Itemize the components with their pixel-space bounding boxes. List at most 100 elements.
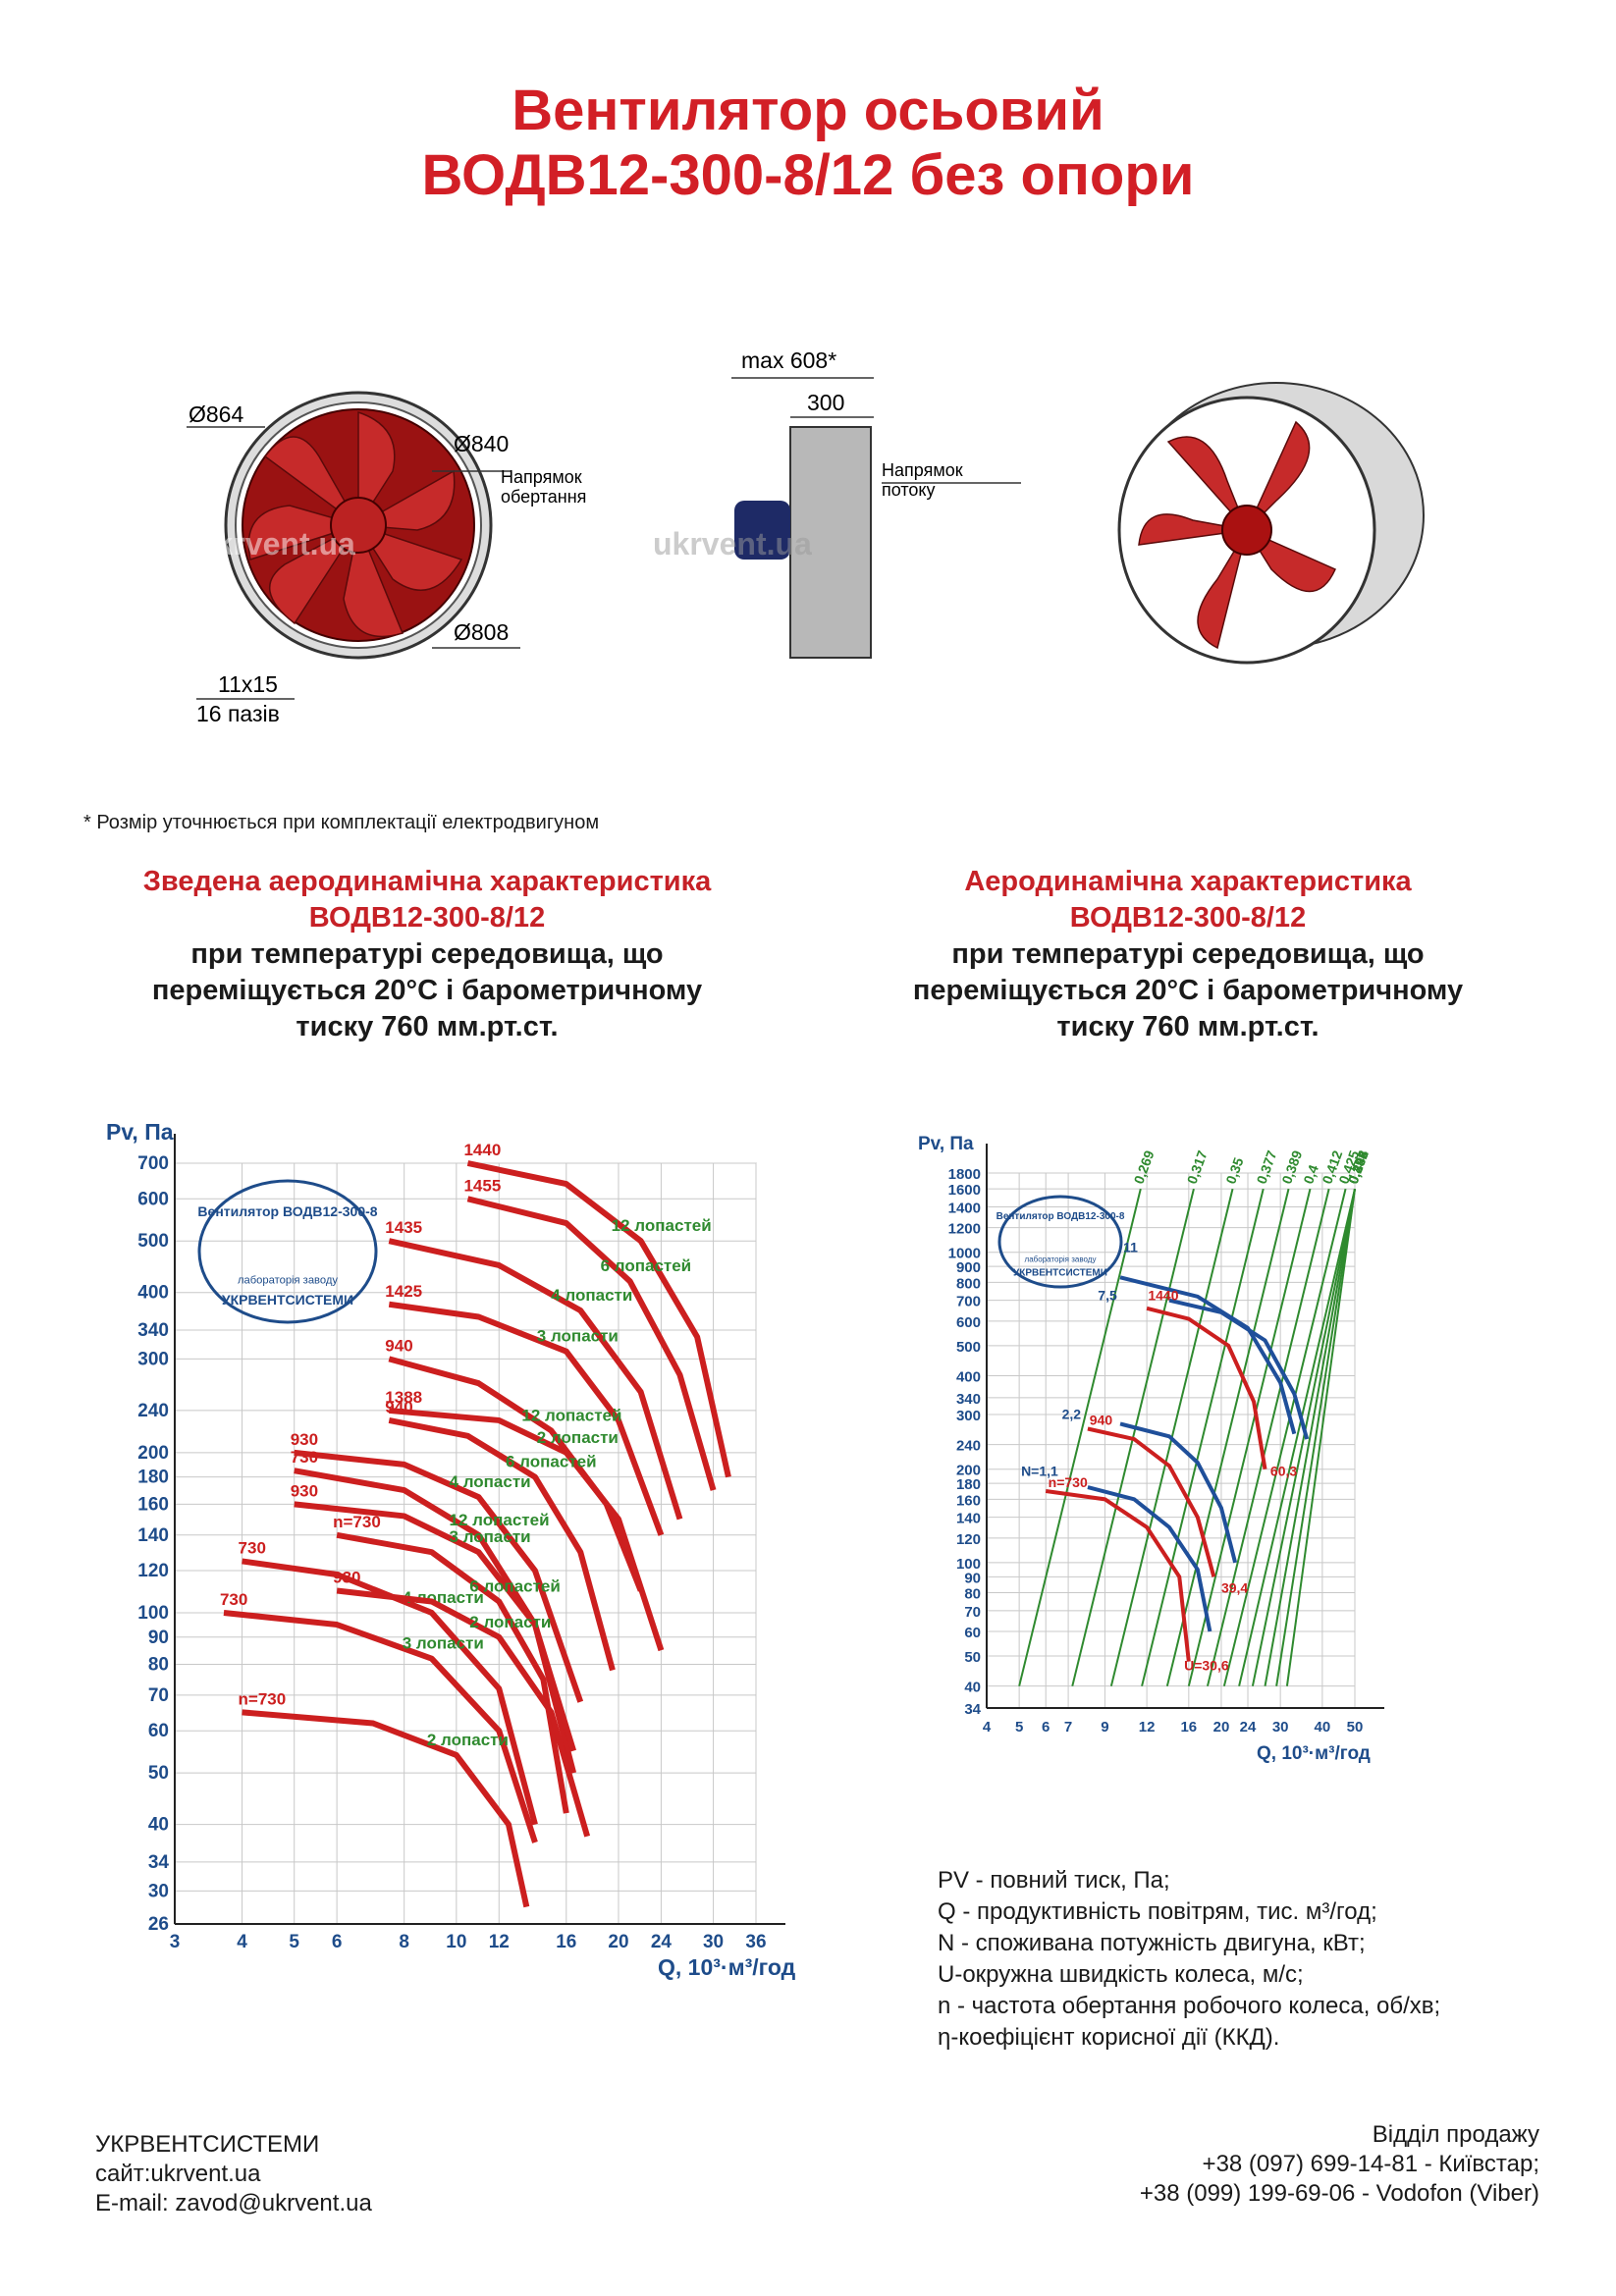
blade-count-label: 2 лопасти <box>427 1731 509 1749</box>
left-heading-line-2: ВОДВ12-300-8/12 <box>308 902 546 934</box>
y-tick-label: 340 <box>137 1320 169 1341</box>
rotation-label-2: обертання <box>501 487 586 507</box>
efficiency-line <box>1018 1188 1142 1686</box>
rpm-label: 940 <box>385 1336 412 1355</box>
company-name: УКРВЕНТСИСТЕМИ <box>95 2131 320 2158</box>
rotation-label-1: Напрямок <box>501 467 582 487</box>
dim-808: Ø808 <box>454 619 509 645</box>
power-label: N=1,1 <box>1021 1464 1058 1479</box>
rpm-label: 1455 <box>463 1176 501 1195</box>
y-tick-label: 160 <box>137 1494 169 1515</box>
x-tick-label: 12 <box>1139 1719 1156 1735</box>
blade-count-label: 6 лопастей <box>601 1256 692 1275</box>
legend-line-2: Q - продуктивність повітрям, тис. м³/год… <box>938 1898 1377 1925</box>
x-tick-label: 30 <box>703 1932 724 1952</box>
footer-left: УКРВЕНТСИСТЕМИ сайт:ukrvent.ua E-mail: z… <box>95 2130 372 2218</box>
iso-view <box>1117 382 1425 665</box>
y-tick-label: 340 <box>956 1391 981 1408</box>
x-tick-label: 6 <box>332 1932 343 1952</box>
blade-count-label: 3 лопасти <box>403 1634 484 1653</box>
rpm-label: 930 <box>291 1430 318 1449</box>
y-tick-label: 100 <box>956 1556 981 1573</box>
series-curve <box>388 1417 616 1672</box>
y-tick-label: 200 <box>956 1463 981 1479</box>
blade-count-label: 3 лопасти <box>537 1327 619 1346</box>
power-label: 2,2 <box>1062 1407 1082 1422</box>
efficiency-line <box>1141 1188 1265 1686</box>
x-tick-label: 6 <box>1042 1719 1050 1735</box>
stamp-line-3: УКРВЕНТСИСТЕМИ <box>1013 1268 1107 1279</box>
x-tick-label: 12 <box>489 1932 510 1952</box>
y-tick-label: 700 <box>956 1294 981 1310</box>
blade-count-label: 3 лопасти <box>450 1527 531 1546</box>
speed-label: U=30,6 <box>1184 1658 1229 1674</box>
efficiency-line <box>1222 1188 1347 1686</box>
power-label: 11 <box>1123 1240 1138 1255</box>
x-tick-label: 9 <box>1101 1719 1108 1735</box>
legend-line-3: N - споживана потужність двигуна, кВт; <box>938 1930 1366 1956</box>
efficiency-line <box>1165 1188 1290 1686</box>
phone-kyivstar[interactable]: +38 (097) 699-14-81 - Київстар; <box>1202 2151 1539 2177</box>
y-tick-label: 40 <box>964 1680 981 1696</box>
lab-stamp <box>997 1195 1123 1289</box>
series-curve <box>388 1301 665 1536</box>
series-curve <box>1119 1421 1238 1564</box>
y-tick-label: 50 <box>148 1763 169 1784</box>
x-tick-label: 8 <box>399 1932 409 1952</box>
left-heading: Зведена аеродинамічна характеристика ВОД… <box>59 864 795 1045</box>
y-tick-label: 30 <box>148 1881 169 1901</box>
y-tick-label: 120 <box>137 1561 169 1581</box>
right-heading-line-4: переміщується 20°С і барометричному <box>912 975 1464 1006</box>
y-tick-label: 90 <box>148 1628 169 1648</box>
series-curve <box>242 1558 538 1826</box>
title-line-2: ВОДВ12-300-8/12 без опори <box>421 143 1195 207</box>
y-tick-label: 300 <box>956 1408 981 1424</box>
x-tick-label: 20 <box>608 1932 628 1952</box>
y-tick-label: 200 <box>137 1443 169 1464</box>
speed-label: 39,4 <box>1221 1580 1248 1596</box>
y-tick-label: 90 <box>964 1570 981 1586</box>
y-tick-label: 180 <box>956 1476 981 1493</box>
efficiency-label: 0,4 <box>1300 1162 1321 1186</box>
right-heading-line-5: тиску 760 мм.рт.ст. <box>1056 1011 1320 1042</box>
email-link[interactable]: E-mail: zavod@ukrvent.ua <box>95 2190 372 2216</box>
x-tick-label: 4 <box>983 1719 992 1735</box>
rpm-label: 930 <box>291 1481 318 1500</box>
blade-count-label: 4 лопасти <box>450 1472 531 1491</box>
series-curve <box>388 1238 683 1521</box>
y-tick-label: 500 <box>956 1339 981 1356</box>
rpm-label: 1435 <box>385 1218 422 1237</box>
y-tick-label: 600 <box>956 1314 981 1331</box>
efficiency-line <box>1251 1188 1356 1686</box>
y-axis-label: Pv, Па <box>106 1119 174 1145</box>
x-tick-label: 5 <box>289 1932 299 1952</box>
website-link[interactable]: сайт:ukrvent.ua <box>95 2161 261 2187</box>
y-tick-label: 1400 <box>948 1201 981 1217</box>
y-tick-label: 140 <box>956 1511 981 1527</box>
phone-vodafone[interactable]: +38 (099) 199-69-06 - Vodofon (Viber) <box>1139 2180 1539 2207</box>
footnote: * Розмір уточнюється при комплектації ел… <box>83 812 600 833</box>
stamp-line-3: УКРВЕНТСИСТЕМИ <box>222 1292 353 1308</box>
y-tick-label: 1600 <box>948 1182 981 1199</box>
legend-line-1: PV - повний тиск, Па; <box>938 1867 1170 1894</box>
blade-count-label: 12 лопастей <box>521 1406 621 1424</box>
left-heading-line-3: при температурі середовища, що <box>190 938 664 970</box>
blade-count-label: 2 лопасти <box>537 1428 619 1447</box>
stamp-line-1: Вентилятор ВОДВ12-300-8 <box>997 1211 1125 1222</box>
y-tick-label: 400 <box>137 1283 169 1304</box>
y-tick-label: 180 <box>137 1468 169 1488</box>
x-tick-label: 24 <box>1240 1719 1257 1735</box>
efficiency-line <box>1206 1188 1330 1686</box>
left-heading-line-4: переміщується 20°С і барометричному <box>151 975 703 1006</box>
page-title: Вентилятор осьовий ВОДВ12-300-8/12 без о… <box>0 79 1616 208</box>
rpm-label: n=730 <box>239 1689 287 1708</box>
series-curve <box>466 1160 731 1478</box>
efficiency-line <box>1264 1188 1356 1686</box>
series-curve <box>1045 1489 1191 1662</box>
series-curve <box>294 1501 577 1752</box>
speed-label: 60,3 <box>1270 1464 1297 1479</box>
sales-department: Відділ продажу <box>1372 2121 1539 2148</box>
flow-label-2: потоку <box>882 480 936 500</box>
right-heading-line-3: при температурі середовища, що <box>951 938 1425 970</box>
